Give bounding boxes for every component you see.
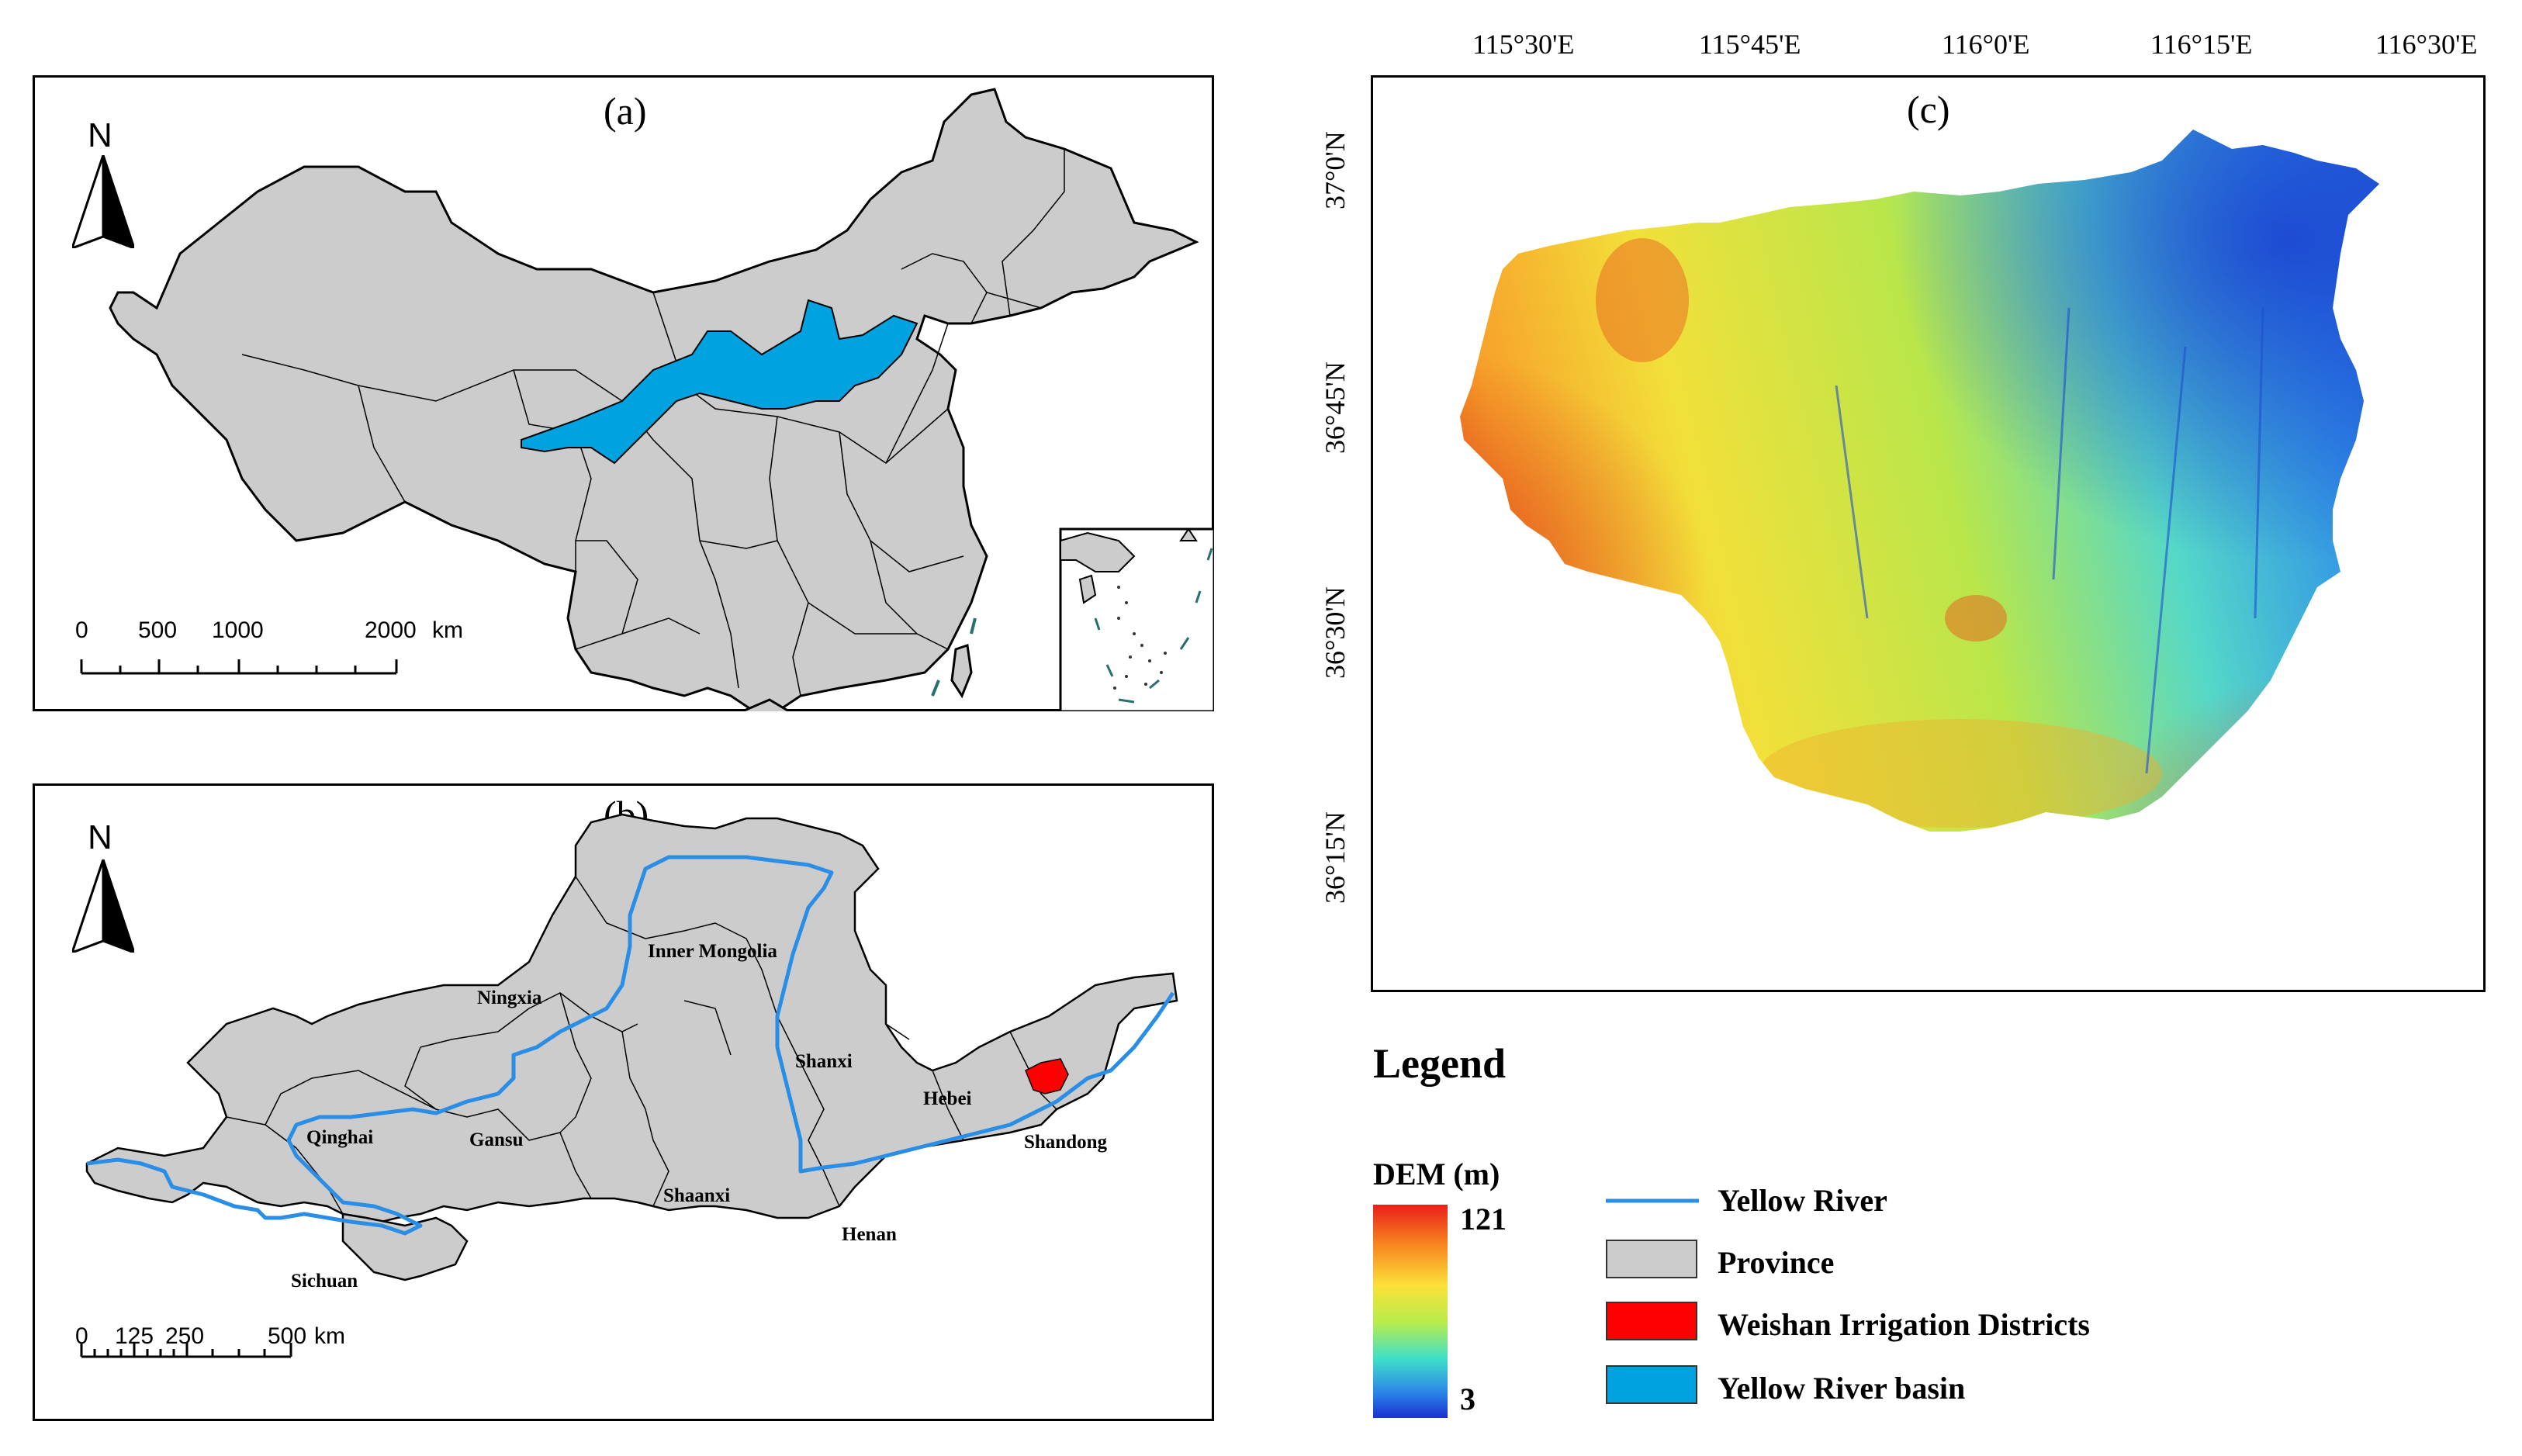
panel-c-label: (c) bbox=[1907, 88, 1950, 131]
label-henan: Henan bbox=[842, 1224, 897, 1245]
scale-bar-b bbox=[80, 1343, 292, 1358]
legend-yellow-river-line bbox=[1606, 1198, 1699, 1203]
south-sea-dashes bbox=[931, 617, 977, 697]
label-shandong: Shandong bbox=[1024, 1132, 1108, 1153]
dem-title: DEM (m) bbox=[1373, 1157, 1500, 1191]
lon-label-1: 115°30'E bbox=[1472, 29, 1575, 60]
north-label-a: N bbox=[88, 116, 112, 154]
dem-min: 3 bbox=[1460, 1382, 1475, 1416]
dem-max: 121 bbox=[1460, 1202, 1507, 1236]
dem-color-ramp bbox=[1373, 1205, 1448, 1418]
basin-outline bbox=[85, 813, 1178, 1223]
legend-basin-swatch bbox=[1606, 1365, 1697, 1404]
china-map bbox=[109, 88, 1214, 711]
taiwan-island bbox=[950, 644, 973, 699]
lon-label-5: 116°30'E bbox=[2375, 29, 2478, 60]
lat-label-2: 36°45'N bbox=[1320, 361, 1351, 454]
dem-raster bbox=[1460, 130, 2379, 832]
scale-a-0: 0 bbox=[75, 617, 88, 643]
yellow-river-line bbox=[86, 855, 1175, 1236]
weishan-area-shape bbox=[1025, 1058, 1069, 1095]
yellow-river-basin-shape bbox=[521, 299, 919, 465]
legend-weishan-swatch bbox=[1606, 1302, 1697, 1340]
label-sichuan: Sichuan bbox=[291, 1271, 358, 1292]
basin-map bbox=[85, 813, 1178, 1281]
scale-b-125: 125 bbox=[115, 1323, 154, 1349]
scale-b-unit: km bbox=[314, 1323, 345, 1349]
legend-basin: Yellow River basin bbox=[1718, 1371, 1966, 1406]
scale-a-2000: 2000 bbox=[365, 617, 417, 643]
lon-label-2: 115°45'E bbox=[1699, 29, 1801, 60]
lat-label-1: 37°0'N bbox=[1320, 131, 1351, 209]
panel-b-yellow-river-basin: (b) Inner Mongolia Ningxia Shanxi bbox=[33, 783, 1214, 1421]
label-inner-mongolia: Inner Mongolia bbox=[648, 941, 777, 962]
label-gansu: Gansu bbox=[469, 1129, 524, 1150]
hainan-island bbox=[741, 698, 791, 711]
sichuan-part bbox=[341, 1212, 469, 1281]
scale-a-1000: 1000 bbox=[212, 617, 264, 643]
scale-a-500: 500 bbox=[138, 617, 178, 643]
label-ningxia: Ningxia bbox=[477, 987, 542, 1008]
lat-label-3: 36°30'N bbox=[1320, 586, 1351, 679]
basin-province-borders bbox=[226, 876, 1057, 1215]
lon-label-3: 116°0'E bbox=[1942, 29, 2030, 60]
north-arrow-icon bbox=[72, 859, 134, 953]
label-qinghai: Qinghai bbox=[306, 1127, 374, 1148]
label-hebei: Hebei bbox=[923, 1088, 972, 1109]
north-label-b: N bbox=[88, 818, 112, 856]
scale-b-250: 250 bbox=[165, 1323, 205, 1349]
lon-label-4: 116°15'E bbox=[2150, 29, 2253, 60]
scale-b-0: 0 bbox=[75, 1323, 88, 1349]
lat-label-4: 36°15'N bbox=[1320, 811, 1351, 904]
legend-province: Province bbox=[1718, 1245, 1835, 1280]
scale-a-unit: km bbox=[432, 617, 463, 643]
label-shanxi: Shanxi bbox=[795, 1051, 853, 1072]
scale-b-500: 500 bbox=[268, 1323, 307, 1349]
legend-yellow-river: Yellow River bbox=[1718, 1183, 1887, 1218]
scale-bar-a bbox=[80, 659, 398, 675]
panel-a-label: (a) bbox=[604, 89, 647, 133]
panel-c-dem-map: (c) bbox=[1371, 75, 2486, 992]
panel-a-china-map: (a) bbox=[33, 75, 1214, 711]
legend-province-swatch bbox=[1606, 1240, 1697, 1278]
north-arrow-icon bbox=[72, 155, 134, 248]
label-shaanxi: Shaanxi bbox=[663, 1185, 731, 1206]
legend-title: Legend bbox=[1373, 1040, 1507, 1087]
province-borders bbox=[241, 149, 1065, 697]
legend-weishan: Weishan Irrigation Districts bbox=[1718, 1307, 2090, 1342]
